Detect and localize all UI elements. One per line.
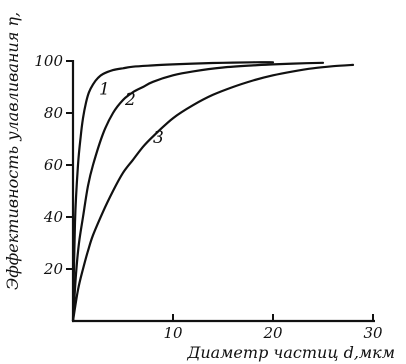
y-axis-label: Эффективность улавливания η, [3,12,22,290]
y-tick-label-20: 20 [43,260,64,278]
curve-1 [71,61,275,323]
curve-label-1: 1 [99,80,110,100]
curve-3 [71,63,355,323]
y-tick-label-80: 80 [44,104,64,122]
curve-group [71,61,355,323]
y-tick-label-60: 60 [44,156,64,174]
tick-group: 20 40 60 80 100 10 20 30 [34,52,383,342]
x-tick-label-30: 30 [363,324,383,342]
curve-2 [71,61,325,323]
y-tick-label-100: 100 [34,52,63,70]
curve-label-2: 2 [124,90,136,110]
x-axis-label: Диаметр частиц d,мкм [186,343,395,362]
curve-label-3: 3 [153,128,164,148]
label-group: 123 [99,80,164,148]
x-tick-label-10: 10 [163,324,183,342]
x-tick-label-20: 20 [262,324,283,342]
y-tick-label-40: 40 [43,208,64,226]
